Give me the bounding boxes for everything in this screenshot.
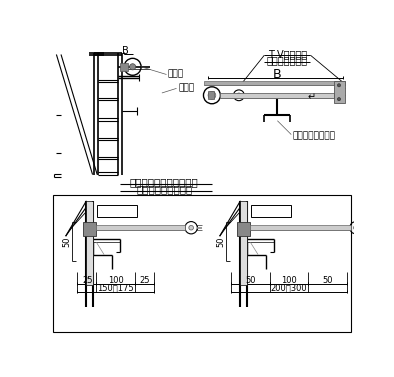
Circle shape [130, 64, 136, 70]
Text: 100: 100 [281, 276, 297, 285]
Circle shape [189, 225, 193, 230]
Bar [240, 201, 247, 285]
Text: 25: 25 [82, 276, 93, 285]
Text: 50: 50 [217, 236, 226, 247]
Text: フック: フック [167, 69, 183, 78]
Bar [208, 92, 214, 99]
Text: テンションボルト: テンションボルト [293, 132, 336, 141]
Circle shape [353, 225, 358, 230]
Text: 200～300: 200～300 [271, 283, 307, 292]
Text: 25: 25 [140, 276, 150, 285]
Circle shape [236, 93, 241, 98]
Bar [120, 63, 128, 70]
Text: 100: 100 [108, 276, 124, 285]
Text: 50: 50 [63, 236, 72, 247]
FancyBboxPatch shape [251, 205, 291, 217]
Bar [86, 201, 93, 285]
Bar [236, 222, 251, 236]
Text: セットプレート: セットプレート [267, 56, 308, 66]
Text: 50: 50 [322, 276, 333, 285]
Text: 150～175: 150～175 [97, 283, 134, 292]
Bar [83, 222, 97, 236]
Text: 特別セットプレート仕様: 特別セットプレート仕様 [130, 177, 199, 187]
Bar [52, 195, 351, 333]
Bar [97, 225, 185, 230]
Text: TVSP20: TVSP20 [254, 207, 288, 216]
Bar [204, 81, 345, 84]
Text: B: B [273, 68, 282, 81]
Text: 折板受付き桁対応型: 折板受付き桁対応型 [136, 184, 192, 194]
Text: フック: フック [178, 83, 194, 92]
Bar [334, 81, 345, 103]
Text: ↵: ↵ [308, 92, 316, 102]
Text: TVSP15: TVSP15 [100, 207, 134, 216]
FancyBboxPatch shape [97, 205, 137, 217]
Circle shape [337, 98, 340, 101]
Bar [251, 225, 351, 230]
Bar [219, 93, 334, 98]
Circle shape [208, 92, 216, 99]
Circle shape [337, 84, 340, 87]
Text: T Vフレーム: T Vフレーム [268, 49, 307, 59]
Text: B: B [122, 46, 129, 56]
Text: 50: 50 [245, 276, 256, 285]
